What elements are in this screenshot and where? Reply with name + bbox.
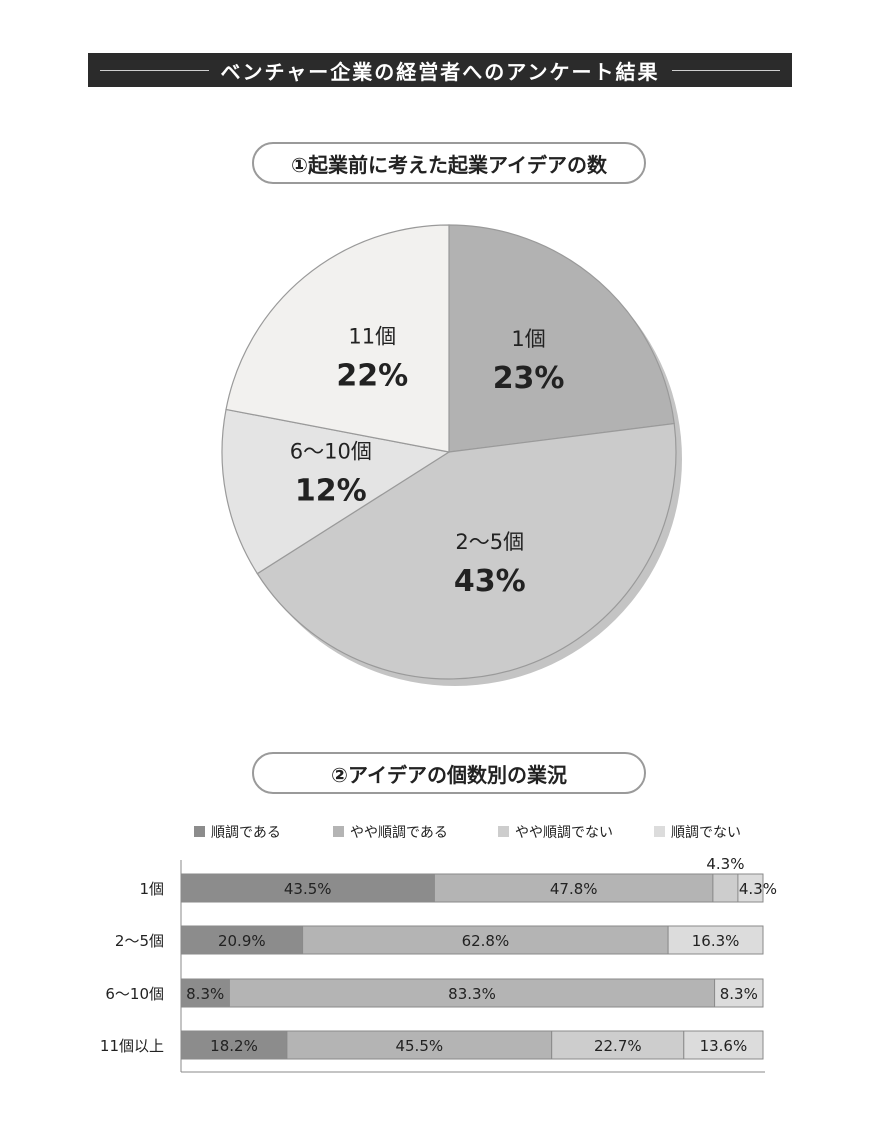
pie-slice-label: 1個 xyxy=(511,327,545,351)
pie-slice xyxy=(448,224,675,453)
banner-rule-left xyxy=(100,69,209,71)
pie-slice-value: 12% xyxy=(295,474,367,509)
pie-slice-label: 2～5個 xyxy=(455,530,524,554)
bar-value-label: 47.8% xyxy=(550,880,598,898)
bar-value-label: 83.3% xyxy=(448,985,496,1003)
bar-segment xyxy=(433,873,714,903)
banner-rule-right xyxy=(671,69,780,71)
bar-value-label: 62.8% xyxy=(462,932,510,950)
bar-value-label: 45.5% xyxy=(395,1037,443,1055)
bar-segment xyxy=(286,1030,553,1060)
bar-section-title: ②アイデアの個数別の業況 xyxy=(252,752,646,794)
bar-segment xyxy=(683,1030,764,1060)
legend-label: 順調である xyxy=(211,825,281,841)
legend-label: 順調でない xyxy=(671,825,741,841)
bar-segment xyxy=(714,978,764,1008)
bar-segment xyxy=(180,873,435,903)
bar-segment xyxy=(667,925,764,955)
legend-label: やや順調でない xyxy=(515,825,613,841)
bar-segment xyxy=(228,978,716,1008)
legend-swatch xyxy=(194,826,205,837)
bar-value-label: 4.3% xyxy=(739,880,777,898)
bar-value-label: 8.3% xyxy=(186,985,224,1003)
legend-label: やや順調である xyxy=(350,825,448,841)
pie-slice xyxy=(256,422,677,680)
category-label: 2～5個 xyxy=(115,932,164,950)
pie-slice-value: 23% xyxy=(493,361,565,396)
category-label: 11個以上 xyxy=(100,1037,164,1055)
pie-section-title: ①起業前に考えた起業アイデアの数 xyxy=(252,142,646,184)
legend-swatch xyxy=(654,826,665,837)
bar-segment xyxy=(302,925,669,955)
bar-segment xyxy=(180,978,230,1008)
bar-value-label: 16.3% xyxy=(692,932,740,950)
bar-segment xyxy=(712,873,739,903)
pie-slice-value: 43% xyxy=(454,564,526,599)
pie-slice xyxy=(225,224,450,453)
bar-segment xyxy=(737,873,764,903)
bar-value-label: 13.6% xyxy=(700,1037,748,1055)
category-label: 1個 xyxy=(139,880,164,898)
bar-value-label: 4.3% xyxy=(706,855,744,873)
pie-slice-label: 11個 xyxy=(348,324,396,348)
legend-swatch xyxy=(498,826,509,837)
bar-value-label: 20.9% xyxy=(218,932,266,950)
bar-segment xyxy=(180,925,304,955)
pie-slice-value: 22% xyxy=(336,358,408,393)
bar-value-label: 43.5% xyxy=(284,880,332,898)
bar-value-label: 22.7% xyxy=(594,1037,642,1055)
bar-value-label: 18.2% xyxy=(210,1037,258,1055)
category-label: 6～10個 xyxy=(105,985,164,1003)
header-banner: ベンチャー企業の経営者へのアンケート結果 xyxy=(88,53,792,87)
pie-slice xyxy=(221,408,451,575)
pie-slice-label: 6～10個 xyxy=(290,440,372,464)
bar-segment xyxy=(180,1030,288,1060)
page-title: ベンチャー企業の経営者へのアンケート結果 xyxy=(220,59,660,84)
bar-value-label: 8.3% xyxy=(720,985,758,1003)
legend-swatch xyxy=(333,826,344,837)
